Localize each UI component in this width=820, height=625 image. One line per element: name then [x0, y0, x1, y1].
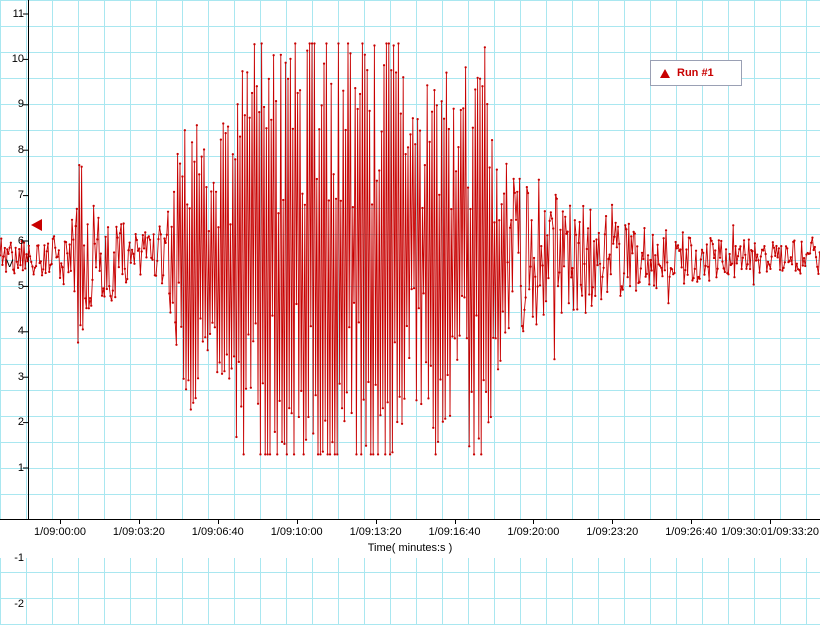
- x-tick-label: 1/09:23:20: [586, 526, 639, 538]
- x-tick-mark: [454, 520, 456, 524]
- x-tick-label: 1/09:30:01/09:33:20: [721, 526, 820, 538]
- y-tick-label: -1: [14, 552, 24, 565]
- y-tick-label: 3: [17, 370, 24, 383]
- y-tick-label: 1: [17, 461, 24, 474]
- legend-label: Run #1: [677, 67, 714, 79]
- waveform-point-markers: [0, 42, 820, 456]
- y-tick-label: 10: [11, 52, 24, 65]
- y-tick-label: 2: [17, 416, 24, 429]
- x-tick-label: 1/09:26:40: [665, 526, 718, 538]
- y-tick-label: 6: [17, 234, 24, 247]
- y-tick-label: -2: [14, 597, 24, 610]
- x-tick-label: 1/09:00:00: [34, 526, 86, 538]
- y-tick-label: 7: [17, 189, 24, 202]
- x-tick-mark: [691, 520, 693, 524]
- x-tick-mark: [375, 520, 377, 524]
- waveform-plot[interactable]: [0, 0, 820, 519]
- y-tick-label: 11: [12, 7, 24, 20]
- legend-triangle-icon: [660, 68, 670, 78]
- legend-box[interactable]: Run #1: [650, 60, 742, 86]
- x-tick-mark: [770, 520, 772, 524]
- baseline-cursor-icon[interactable]: [31, 219, 42, 232]
- y-tick-label: 4: [17, 325, 24, 338]
- y-tick-label: 5: [17, 279, 24, 292]
- y-tick-label: 9: [17, 98, 24, 111]
- x-tick-label: 1/09:03:20: [112, 526, 165, 538]
- x-tick-label: 1/09:10:00: [270, 526, 323, 538]
- y-tick-label: 8: [17, 143, 24, 156]
- x-tick-label: 1/09:16:40: [428, 526, 481, 538]
- y-axis-title: V: [6, 258, 14, 270]
- x-tick-mark: [612, 520, 614, 524]
- x-axis-title: Time( minutes:s ): [367, 542, 453, 554]
- x-tick-mark: [217, 520, 219, 524]
- x-tick-label: 1/09:20:00: [507, 526, 560, 538]
- x-tick-mark: [296, 520, 298, 524]
- x-axis-strip: 1/09:00:00 1/09:03:20 1/09:06:40 1/09:10:00…: [0, 519, 820, 558]
- waveform-trace: [0, 43, 820, 455]
- x-tick-mark: [533, 520, 535, 524]
- x-tick-label: 1/09:13:20: [349, 526, 402, 538]
- x-tick-label: 1/09:06:40: [191, 526, 244, 538]
- x-tick-mark: [138, 520, 140, 524]
- x-tick-mark: [60, 520, 61, 524]
